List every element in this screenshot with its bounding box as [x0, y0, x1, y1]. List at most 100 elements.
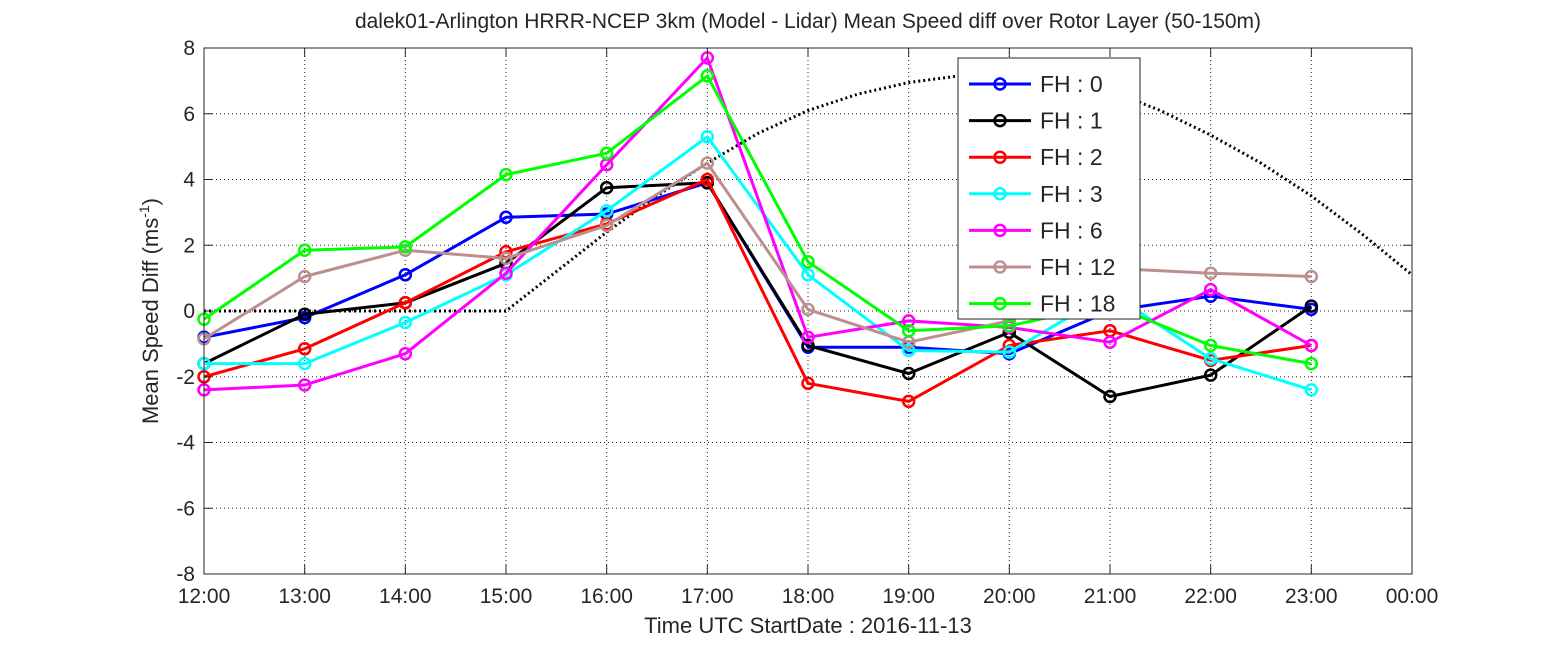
data-point-fh-2	[297, 342, 312, 356]
y-axis-label: Mean Speed Diff (ms-1)	[136, 198, 163, 424]
y-tick-label: 2	[183, 234, 195, 257]
data-point-fh-6	[1203, 282, 1218, 297]
data-point-fh-1	[599, 180, 614, 195]
y-axis-label-close: )	[138, 198, 163, 205]
legend-marker-fh-3	[993, 187, 1007, 201]
data-point-fh-18	[297, 243, 312, 257]
data-point-fh-12	[1304, 269, 1319, 284]
data-point-fh-12	[599, 218, 614, 233]
x-tick-label: 12:00	[178, 585, 231, 608]
data-point-fh-18	[1203, 338, 1218, 353]
chart-title: dalek01-Arlington HRRR-NCEP 3km (Model -…	[355, 10, 1261, 33]
x-tick-label: 18:00	[782, 585, 835, 608]
data-point-fh-2	[901, 394, 916, 409]
x-tick-label: 15:00	[480, 585, 533, 608]
data-point-fh-1	[1203, 368, 1218, 382]
legend-marker-fh-0	[993, 77, 1007, 91]
data-point-fh-2	[700, 172, 715, 187]
x-tick-label: 19:00	[882, 585, 935, 608]
reference-curve-layer	[204, 72, 1413, 313]
legend-label-fh-6: FH : 6	[1040, 217, 1103, 243]
legend-label-fh-18: FH : 18	[1040, 291, 1115, 317]
series-line-fh-2	[203, 178, 1312, 403]
y-tick-label: -6	[176, 497, 195, 520]
data-point-fh-3	[599, 203, 614, 218]
legend-marker-fh-2	[993, 150, 1007, 164]
y-tick-label: 6	[183, 103, 195, 126]
legend-box	[957, 57, 1141, 320]
data-point-fh-0	[398, 268, 413, 282]
data-point-fh-12	[700, 156, 715, 170]
data-point-fh-6	[499, 266, 513, 280]
legend-label-fh-0: FH : 0	[1040, 71, 1103, 97]
data-point-fh-12	[801, 302, 815, 317]
y-tick-label: 8	[183, 37, 195, 60]
x-axis-label: Time UTC StartDate : 2016-11-13	[644, 613, 972, 638]
data-point-fh-6	[398, 346, 413, 361]
x-tick-label: 22:00	[1184, 585, 1237, 608]
legend-marker-fh-1	[993, 113, 1007, 128]
data-point-fh-12	[297, 269, 312, 284]
data-point-fh-1	[1304, 299, 1319, 313]
data-point-fh-18	[499, 167, 513, 182]
data-point-fh-18	[801, 254, 815, 269]
tick-marks	[203, 47, 1413, 575]
data-point-fh-1	[901, 366, 916, 381]
x-tick-labels: 12:00 13:00 14:00 15:00 16:00 17:00 18:00 19:00…	[178, 585, 1439, 608]
legend-marker-fh-18	[993, 296, 1007, 311]
data-point-fh-3	[801, 268, 815, 282]
data-point-fh-6	[1103, 335, 1117, 349]
y-tick-label: -8	[176, 563, 195, 586]
series-line-fh-1	[203, 181, 1313, 398]
legend-marker-fh-6	[993, 223, 1007, 238]
data-point-fh-18	[599, 146, 614, 160]
x-tick-label: 00:00	[1386, 585, 1439, 608]
data-point-fh-3	[297, 356, 312, 371]
x-tick-label: 16:00	[580, 585, 633, 608]
data-point-fh-1	[297, 307, 312, 322]
data-point-fh-2	[398, 296, 413, 310]
data-point-fh-2	[801, 376, 815, 391]
legend: FH : 0 FH : 1 FH : 2 FH : 3 FH : 6 FH : 12 FH …	[957, 57, 1141, 320]
data-point-fh-0	[499, 210, 513, 225]
data-point-fh-18	[1304, 356, 1319, 371]
y-tick-label: 4	[183, 169, 195, 192]
data-point-fh-12	[499, 251, 513, 266]
data-point-fh-18	[700, 69, 715, 83]
data-point-fh-3	[398, 315, 413, 330]
data-point-fh-1	[1103, 389, 1117, 404]
data-point-fh-3	[700, 130, 715, 144]
legend-label-fh-12: FH : 12	[1040, 254, 1115, 280]
legend-label-fh-3: FH : 3	[1040, 181, 1103, 207]
data-point-fh-3	[1304, 383, 1319, 397]
y-tick-label: -2	[176, 366, 195, 389]
data-point-fh-3	[1203, 351, 1218, 366]
x-tick-label: 13:00	[278, 585, 331, 608]
data-point-fh-12	[1203, 266, 1218, 280]
y-tick-labels: -8 -6 -4 -2 0 2 4 6 8	[176, 37, 195, 586]
y-axis-label-main: Mean Speed Diff (ms	[138, 218, 163, 424]
reference-curve	[204, 72, 1413, 313]
x-tick-label: 21:00	[1084, 585, 1137, 608]
series-line-fh-6	[203, 56, 1313, 392]
legend-label-fh-2: FH : 2	[1040, 144, 1103, 170]
x-tick-label: 17:00	[681, 585, 734, 608]
x-tick-label: 23:00	[1285, 585, 1338, 608]
y-axis-label-superscript: -1	[136, 205, 152, 218]
legend-label-fh-1: FH : 1	[1040, 108, 1103, 134]
data-point-fh-1	[801, 338, 815, 353]
y-tick-label: 0	[183, 300, 195, 323]
x-tick-label: 14:00	[379, 585, 432, 608]
legend-marker-fh-12	[993, 260, 1007, 274]
x-tick-label: 20:00	[983, 585, 1036, 608]
data-point-fh-3	[901, 343, 916, 358]
data-point-fh-6	[297, 378, 312, 392]
data-point-fh-18	[398, 240, 413, 254]
data-point-fh-18	[901, 323, 916, 338]
data-point-fh-18	[1002, 319, 1017, 333]
y-tick-label: -4	[176, 432, 195, 455]
data-point-fh-6	[1304, 338, 1319, 353]
data-point-fh-6	[801, 330, 815, 345]
